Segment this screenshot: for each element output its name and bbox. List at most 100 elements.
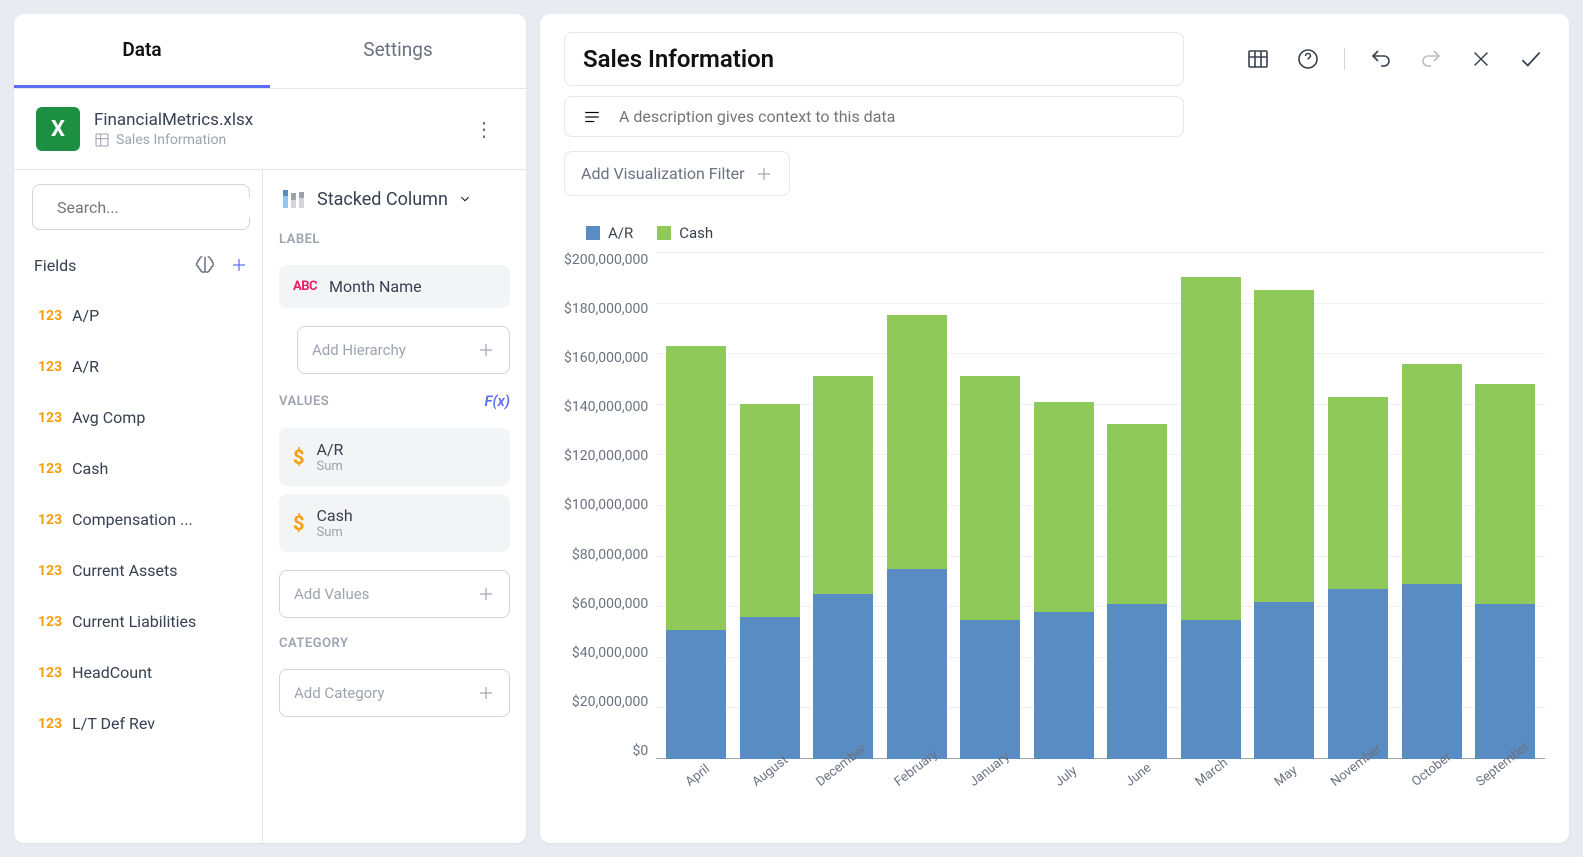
field-item[interactable]: 123HeadCount [32, 647, 250, 698]
field-item[interactable]: 123A/P [32, 290, 250, 341]
bar[interactable]: September [1475, 252, 1535, 759]
field-label: L/T Def Rev [72, 714, 155, 733]
add-values-button[interactable]: Add Values [279, 570, 510, 618]
chart-type-selector[interactable]: Stacked Column [279, 184, 510, 214]
description-icon [581, 108, 603, 126]
add-category-label: Add Category [294, 684, 385, 702]
description-input[interactable] [619, 107, 1167, 126]
value-chip-agg: Sum [316, 525, 352, 540]
value-chip[interactable]: $A/RSum [279, 428, 510, 486]
bar-segment [1475, 384, 1535, 605]
bar-segment [1107, 424, 1167, 604]
description-row[interactable] [564, 96, 1184, 137]
add-category-button[interactable]: Add Category [279, 669, 510, 717]
bars: AprilAugustDecemberFebruaryJanuaryJulyJu… [656, 252, 1545, 759]
label-chip-text: Month Name [329, 277, 422, 296]
value-chip-agg: Sum [316, 459, 343, 474]
search-input[interactable] [57, 198, 260, 217]
section-label-title: LABEL [279, 232, 510, 247]
field-item[interactable]: 123Current Assets [32, 545, 250, 596]
field-item[interactable]: 123A/R [32, 341, 250, 392]
section-values-title: VALUES [279, 394, 329, 409]
label-chip[interactable]: ABC Month Name [279, 265, 510, 308]
field-item[interactable]: 123Cash [32, 443, 250, 494]
bar[interactable]: October [1402, 252, 1462, 759]
field-item[interactable]: 123Compensation ... [32, 494, 250, 545]
right-panel: Sales Information Add Visualization Filt… [540, 14, 1569, 843]
add-values-label: Add Values [294, 585, 369, 603]
field-type-icon: 123 [38, 512, 62, 528]
search-box[interactable] [32, 184, 250, 230]
x-tick-label: May [1272, 763, 1301, 790]
datasource-row: X FinancialMetrics.xlsx Sales Informatio… [14, 89, 526, 169]
bar-segment [960, 620, 1020, 759]
chevron-down-icon [458, 192, 472, 206]
field-item[interactable]: 123L/T Def Rev [32, 698, 250, 749]
bar-segment [960, 376, 1020, 619]
table-view-button[interactable] [1244, 45, 1272, 73]
sheet-name: Sales Information [116, 132, 226, 148]
add-hierarchy-button[interactable]: Add Hierarchy [297, 326, 510, 374]
help-button[interactable] [1294, 45, 1322, 73]
x-tick-label: April [683, 762, 713, 790]
chart-legend: A/R Cash [564, 224, 1545, 242]
field-item[interactable]: 123 Avg Comp [32, 392, 250, 443]
grid-icon [94, 132, 110, 148]
bar-segment [1328, 589, 1388, 759]
add-field-button[interactable] [230, 256, 248, 274]
plot: AprilAugustDecemberFebruaryJanuaryJulyJu… [656, 252, 1545, 825]
field-type-icon: 123 [38, 614, 62, 630]
field-item[interactable]: 123Current Liabilities [32, 596, 250, 647]
value-chip-name: A/R [316, 440, 343, 459]
bar[interactable]: April [666, 252, 726, 759]
viz-title[interactable]: Sales Information [564, 32, 1184, 86]
legend-item[interactable]: Cash [657, 224, 713, 242]
datasource-menu-button[interactable]: ⋮ [464, 111, 504, 147]
tab-data[interactable]: Data [14, 14, 270, 88]
bar-segment [666, 346, 726, 630]
tab-settings[interactable]: Settings [270, 14, 526, 88]
fx-button[interactable]: F(x) [484, 392, 510, 410]
bar-segment [813, 594, 873, 759]
value-chips: $A/RSum $CashSum [279, 428, 510, 552]
bar[interactable]: August [740, 252, 800, 759]
undo-button[interactable] [1367, 45, 1395, 73]
fields-header-title: Fields [34, 256, 76, 275]
bar[interactable]: June [1107, 252, 1167, 759]
divider [1344, 48, 1345, 70]
toolbar [1244, 45, 1545, 73]
brain-icon[interactable] [194, 254, 216, 276]
chart-area: $200,000,000$180,000,000$160,000,000$140… [564, 252, 1545, 825]
x-tick-label: June [1123, 761, 1155, 790]
close-button[interactable] [1467, 45, 1495, 73]
bar[interactable]: July [1034, 252, 1094, 759]
bar-segment [887, 315, 947, 569]
field-type-icon: 123 [38, 410, 62, 426]
bar-segment [666, 630, 726, 759]
field-label: HeadCount [72, 663, 152, 682]
tabs: Data Settings [14, 14, 526, 89]
fields-header: Fields [34, 254, 248, 276]
field-label: Cash [72, 459, 108, 478]
bar[interactable]: February [887, 252, 947, 759]
chart-type-label: Stacked Column [317, 189, 448, 210]
bar[interactable]: March [1181, 252, 1241, 759]
field-label: Avg Comp [72, 408, 145, 427]
field-type-icon: 123 [38, 563, 62, 579]
value-chip-name: Cash [316, 506, 352, 525]
bar[interactable]: May [1254, 252, 1314, 759]
panel-body: Fields 123A/P123A/R123Avg Comp123Cash123… [14, 169, 526, 843]
bar[interactable]: November [1328, 252, 1388, 759]
legend-item[interactable]: A/R [586, 224, 633, 242]
bar-segment [813, 376, 873, 594]
confirm-button[interactable] [1517, 45, 1545, 73]
bar[interactable]: January [960, 252, 1020, 759]
bar-segment [887, 569, 947, 759]
redo-button[interactable] [1417, 45, 1445, 73]
bar-segment [1034, 612, 1094, 759]
field-type-icon: 123 [38, 359, 62, 375]
add-filter-button[interactable]: Add Visualization Filter [564, 151, 790, 196]
value-chip[interactable]: $CashSum [279, 494, 510, 552]
bar[interactable]: December [813, 252, 873, 759]
y-tick: $160,000,000 [564, 350, 648, 366]
